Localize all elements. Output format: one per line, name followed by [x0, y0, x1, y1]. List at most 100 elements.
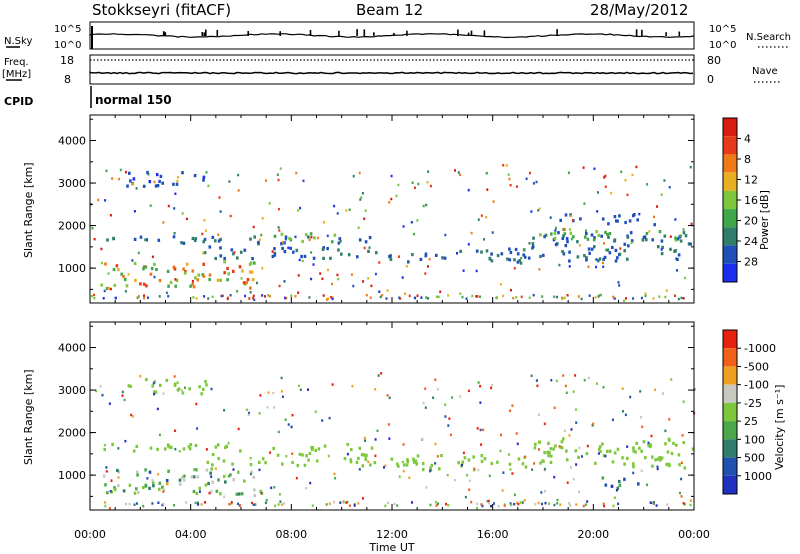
velocity-cells — [95, 372, 696, 510]
data-speck — [326, 234, 329, 238]
data-cell — [364, 457, 368, 462]
data-cell — [174, 284, 177, 288]
data-speck — [227, 441, 230, 445]
data-speck — [93, 237, 96, 241]
data-speck — [361, 192, 364, 195]
data-cell — [116, 468, 119, 473]
colorbar-swatch — [723, 209, 737, 228]
data-speck — [117, 447, 120, 450]
data-cell — [106, 238, 109, 242]
data-cell — [177, 387, 181, 391]
data-speck — [640, 469, 643, 472]
data-cell — [322, 256, 325, 260]
near-range-cell — [125, 502, 127, 506]
data-speck — [553, 475, 556, 479]
data-speck — [245, 408, 248, 412]
data-cell — [687, 242, 691, 246]
data-speck — [501, 489, 504, 492]
data-speck — [152, 381, 155, 385]
data-speck — [327, 454, 330, 458]
data-cell — [139, 282, 142, 286]
data-cell — [194, 276, 197, 280]
data-speck — [562, 374, 565, 377]
data-cell — [539, 254, 542, 259]
data-cell — [172, 265, 176, 269]
data-cell — [195, 468, 198, 472]
data-cell — [500, 252, 504, 256]
colorbar-tick-label: 8 — [744, 153, 751, 166]
data-cell — [421, 468, 425, 472]
data-speck — [237, 427, 240, 431]
data-speck — [558, 263, 561, 267]
data-cell — [676, 237, 680, 241]
data-speck — [567, 171, 570, 175]
data-cell — [150, 267, 154, 271]
data-cell — [292, 250, 295, 254]
data-speck — [184, 386, 186, 389]
data-cell — [649, 443, 652, 448]
data-cell — [117, 470, 121, 474]
y-tick-label: 1000 — [58, 469, 86, 482]
data-cell — [358, 238, 362, 242]
near-range-cell — [204, 501, 206, 504]
data-cell — [146, 170, 149, 175]
data-cell — [122, 489, 126, 493]
data-cell — [225, 444, 229, 448]
data-cell — [100, 283, 104, 287]
power-panel: 1000 2000 3000 4000 Slant Range [km] 4 8 12 16… — [22, 114, 771, 304]
data-cell — [424, 254, 428, 258]
data-cell — [677, 253, 681, 257]
data-cell — [232, 478, 235, 482]
data-cell — [312, 256, 316, 260]
data-speck — [574, 374, 577, 377]
near-range-cell — [282, 502, 285, 505]
data-cell — [182, 267, 185, 271]
data-speck — [398, 475, 401, 478]
data-speck — [105, 470, 108, 473]
data-cell — [517, 457, 521, 461]
power-cells — [90, 164, 693, 302]
data-cell — [539, 461, 542, 465]
data-speck — [131, 415, 134, 418]
data-cell — [192, 489, 196, 494]
data-speck — [425, 203, 428, 207]
data-speck — [570, 237, 573, 241]
data-cell — [216, 278, 220, 282]
near-range-cell — [416, 294, 419, 297]
data-cell — [251, 257, 254, 261]
data-speck — [93, 293, 96, 297]
data-cell — [552, 447, 555, 451]
data-speck — [468, 479, 471, 483]
data-cell — [429, 466, 432, 470]
data-speck — [615, 489, 618, 492]
data-cell — [253, 235, 256, 239]
data-speck — [509, 184, 512, 187]
data-speck — [509, 468, 512, 471]
near-range-cell — [479, 295, 481, 298]
near-range-cell — [173, 504, 176, 507]
near-range-cell — [342, 501, 345, 504]
data-speck — [434, 442, 437, 446]
data-speck — [425, 486, 428, 489]
data-cell — [134, 278, 137, 282]
data-speck — [595, 265, 598, 269]
data-cell — [257, 240, 260, 244]
data-speck — [256, 281, 258, 285]
data-speck — [162, 490, 165, 493]
data-cell — [373, 461, 377, 465]
data-cell — [321, 247, 325, 251]
cpid-label: CPID — [4, 95, 33, 108]
data-cell — [364, 454, 367, 458]
data-speck — [683, 503, 686, 506]
data-cell — [238, 265, 242, 269]
power-x-ticks — [89, 115, 695, 303]
data-cell — [158, 487, 161, 491]
data-speck — [516, 442, 519, 446]
data-cell — [296, 463, 300, 468]
data-speck — [566, 481, 569, 484]
data-cell — [608, 449, 612, 453]
data-cell — [405, 463, 409, 467]
near-range-cell — [251, 501, 253, 505]
data-cell — [519, 261, 523, 265]
data-cell — [560, 440, 564, 444]
